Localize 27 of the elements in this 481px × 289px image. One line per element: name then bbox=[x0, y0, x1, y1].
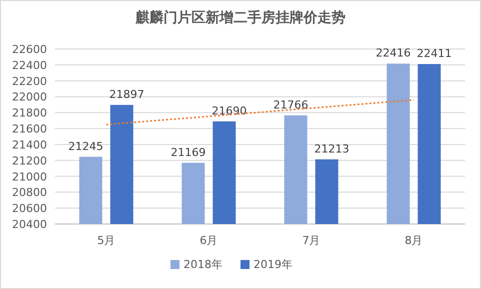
data-label: 21245 bbox=[68, 140, 104, 153]
y-tick-label: 22200 bbox=[12, 74, 47, 88]
x-tick-label: 7月 bbox=[302, 234, 320, 247]
x-tick-label: 8月 bbox=[404, 234, 423, 247]
y-tick-label: 22000 bbox=[12, 90, 47, 104]
y-tick-label: 21800 bbox=[12, 106, 47, 120]
y-tick-label: 20800 bbox=[12, 186, 47, 200]
data-label: 22411 bbox=[416, 47, 452, 60]
data-label: 22416 bbox=[376, 46, 411, 60]
data-label: 21766 bbox=[273, 98, 308, 112]
legend-label: 2018年 bbox=[184, 258, 222, 271]
y-tick-label: 21200 bbox=[12, 154, 47, 168]
y-tick-label: 22400 bbox=[12, 58, 47, 72]
y-tick-label: 21400 bbox=[12, 138, 47, 152]
y-tick-label: 20600 bbox=[12, 202, 47, 216]
x-tick-label: 5月 bbox=[97, 234, 116, 247]
y-tick-label: 21000 bbox=[12, 170, 47, 184]
y-tick-label: 20400 bbox=[12, 218, 47, 231]
chart-title: 麒麟门片区新增二手房挂牌价走势 bbox=[134, 9, 346, 26]
data-label: 21213 bbox=[314, 142, 350, 156]
data-label: 21897 bbox=[109, 88, 144, 101]
y-tick-label: 21600 bbox=[12, 122, 47, 136]
legend-label: 2019年 bbox=[254, 258, 292, 271]
y-tick-label: 22600 bbox=[12, 43, 47, 56]
x-tick-label: 6月 bbox=[200, 234, 218, 247]
data-label: 21169 bbox=[170, 146, 206, 159]
data-label: 21690 bbox=[212, 104, 247, 118]
